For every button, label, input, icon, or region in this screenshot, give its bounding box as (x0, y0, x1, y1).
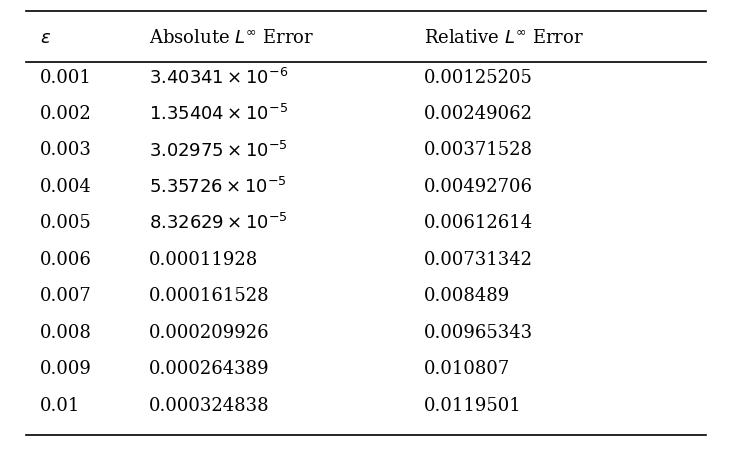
Text: $3.02975 \times 10^{-5}$: $3.02975 \times 10^{-5}$ (149, 140, 288, 160)
Text: 0.000264389: 0.000264389 (149, 360, 269, 378)
Text: 0.00249062: 0.00249062 (424, 105, 533, 123)
Text: $\varepsilon$: $\varepsilon$ (40, 29, 51, 47)
Text: 0.000209926: 0.000209926 (149, 324, 269, 342)
Text: 0.00492706: 0.00492706 (424, 178, 533, 196)
Text: 0.00731342: 0.00731342 (424, 251, 533, 269)
Text: Absolute $L^{\infty}$ Error: Absolute $L^{\infty}$ Error (149, 29, 314, 47)
Text: 0.00371528: 0.00371528 (424, 141, 533, 159)
Text: 0.005: 0.005 (40, 214, 92, 232)
Text: Relative $L^{\infty}$ Error: Relative $L^{\infty}$ Error (424, 29, 584, 47)
Text: 0.000161528: 0.000161528 (149, 287, 269, 305)
Text: $3.40341 \times 10^{-6}$: $3.40341 \times 10^{-6}$ (149, 67, 288, 87)
Text: 0.0119501: 0.0119501 (424, 397, 522, 414)
Text: 0.01: 0.01 (40, 397, 81, 414)
Text: 0.00125205: 0.00125205 (424, 68, 533, 87)
Text: 0.001: 0.001 (40, 68, 92, 87)
Text: $5.35726 \times 10^{-5}$: $5.35726 \times 10^{-5}$ (149, 177, 287, 197)
Text: 0.010807: 0.010807 (424, 360, 510, 378)
Text: 0.00011928: 0.00011928 (149, 251, 258, 269)
Text: 0.008: 0.008 (40, 324, 92, 342)
Text: 0.006: 0.006 (40, 251, 92, 269)
Text: 0.002: 0.002 (40, 105, 92, 123)
Text: $8.32629 \times 10^{-5}$: $8.32629 \times 10^{-5}$ (149, 213, 288, 233)
Text: 0.008489: 0.008489 (424, 287, 510, 305)
Text: 0.004: 0.004 (40, 178, 92, 196)
Text: 0.00965343: 0.00965343 (424, 324, 533, 342)
Text: 0.00612614: 0.00612614 (424, 214, 533, 232)
Text: 0.009: 0.009 (40, 360, 92, 378)
Text: 0.003: 0.003 (40, 141, 92, 159)
Text: $1.35404 \times 10^{-5}$: $1.35404 \times 10^{-5}$ (149, 104, 288, 124)
Text: 0.007: 0.007 (40, 287, 92, 305)
Text: 0.000324838: 0.000324838 (149, 397, 269, 414)
